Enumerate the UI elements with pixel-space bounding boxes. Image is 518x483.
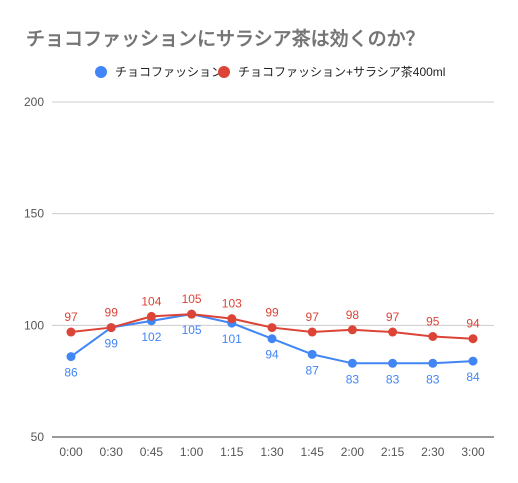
series-2 [66,309,478,344]
legend-marker [218,66,230,78]
data-label: 99 [105,306,119,320]
data-point [267,323,277,333]
data-point [388,358,398,368]
data-label: 86 [64,366,78,380]
legend-label: チョコファッション [115,65,223,79]
data-point [347,325,357,335]
series-layer [66,309,478,368]
grid [52,101,494,438]
legend-item: チョコファッション+サラシア茶400ml [218,64,445,79]
chart-title: チョコファッションにサラシア茶は効くのか？ [26,29,425,50]
data-point [146,311,156,321]
x-axis: 0:00 0:30 0:45 1:00 1:15 1:30 1:45 2:00 2:15 2:30… [59,445,485,459]
y-axis: 50 100 150 200 [24,95,44,444]
legend-marker [95,66,107,78]
x-tick-label: 1:30 [260,445,284,459]
data-label: 99 [105,337,119,351]
data-label: 98 [346,308,360,322]
y-tick-label: 50 [31,430,45,444]
data-label: 102 [141,330,161,344]
y-tick-label: 100 [24,318,44,332]
data-point [347,358,357,368]
data-label: 105 [182,323,202,337]
data-label: 99 [265,306,279,320]
data-point [307,327,317,337]
data-label: 97 [64,310,78,324]
data-label: 95 [426,315,440,329]
x-tick-label: 0:30 [100,445,124,459]
x-tick-label: 1:00 [180,445,204,459]
data-labels-layer: 86 99 102 105 101 94 87 83 83 83 84 97 99 104 105 103 99… [64,292,480,386]
data-point [66,352,76,362]
x-tick-label: 2:30 [421,445,445,459]
x-tick-label: 3:00 [461,445,485,459]
legend-label: チョコファッション+サラシア茶400ml [238,64,445,79]
data-point [187,309,197,319]
y-tick-label: 150 [24,207,44,221]
data-label: 97 [386,310,400,324]
data-point [468,334,478,344]
legend-item: チョコファッション [95,65,223,79]
data-point [267,334,277,344]
data-label: 83 [346,372,360,386]
data-label: 83 [386,372,400,386]
x-tick-label: 2:00 [341,445,365,459]
data-label: 101 [222,332,242,346]
data-label: 103 [222,297,242,311]
data-point [428,332,438,341]
x-tick-label: 1:15 [220,445,244,459]
data-point [307,349,317,359]
data-label: 105 [182,292,202,306]
data-label: 97 [306,310,320,324]
x-tick-label: 0:00 [59,445,83,459]
data-label: 84 [466,370,480,384]
data-label: 94 [466,317,480,331]
data-point [428,358,438,368]
data-point [106,323,116,333]
x-tick-label: 2:15 [381,445,405,459]
y-tick-label: 200 [24,95,44,109]
data-point [66,327,76,337]
data-point [227,314,237,324]
data-label: 94 [265,348,279,362]
data-label: 104 [141,294,161,308]
data-label: 87 [306,363,320,377]
data-point [388,327,398,337]
data-label: 83 [426,372,440,386]
legend: チョコファッション チョコファッション+サラシア茶400ml [95,64,445,79]
x-tick-label: 0:45 [140,445,164,459]
data-point [468,356,478,366]
x-tick-label: 1:45 [301,445,325,459]
